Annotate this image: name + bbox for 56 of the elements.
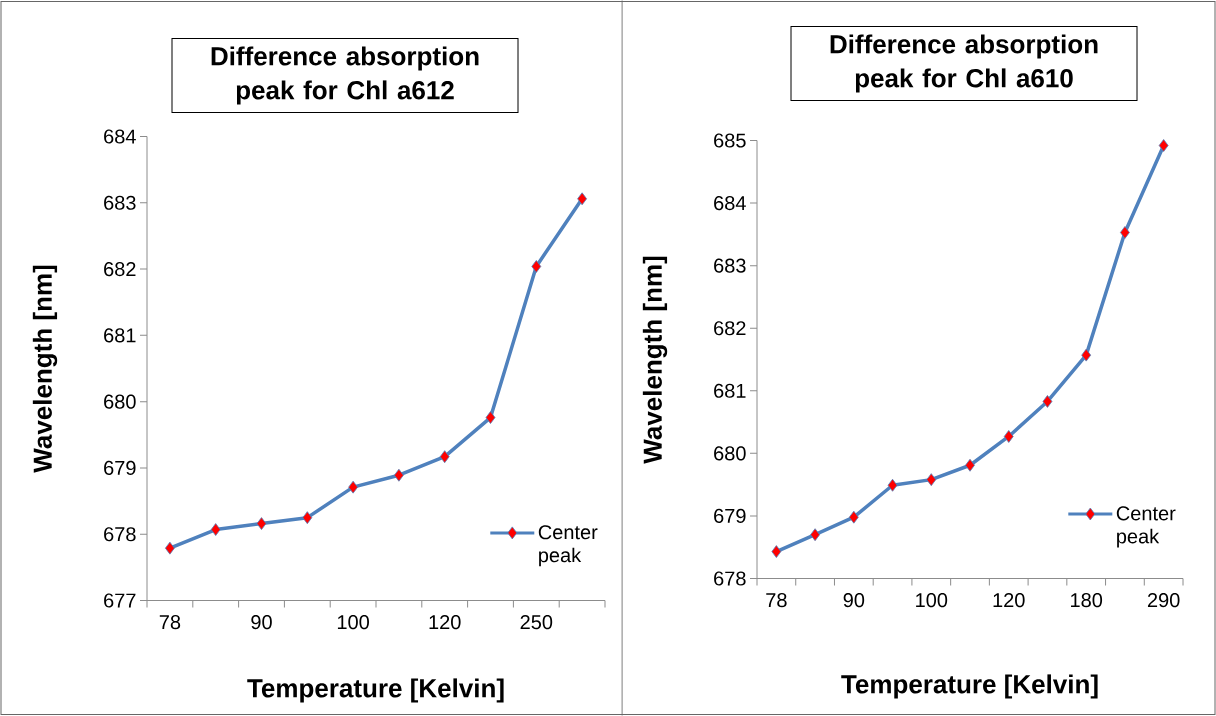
x-tick-label: 90 (251, 615, 272, 630)
point (302, 511, 313, 525)
legend-label: Center peak (1116, 506, 1176, 548)
point (965, 458, 975, 472)
chart-title: Difference absorption peak for Chl a610 (830, 34, 1098, 93)
y-axis-title: Wavelength [nm] (642, 256, 668, 464)
x-tick-label: 100 (916, 593, 948, 608)
point (256, 517, 267, 531)
point (1042, 395, 1053, 408)
point (577, 192, 587, 206)
point (210, 523, 221, 536)
x-tick-label: 78 (159, 615, 181, 630)
y-tick-label: 681 (714, 383, 746, 398)
x-tick-label: 90 (843, 593, 865, 608)
y-axis-title: Wavelength [nm] (32, 265, 58, 473)
x-tick-label: 180 (1071, 593, 1103, 608)
y-tick-label: 679 (104, 460, 136, 475)
y-tick-label: 684 (714, 196, 746, 211)
point (348, 480, 358, 494)
y-tick-label: 681 (104, 328, 136, 343)
y-tick-label: 678 (104, 527, 136, 542)
y-tick-label: 678 (714, 571, 746, 586)
point (1120, 226, 1130, 239)
y-tick-label: 684 (104, 129, 136, 144)
x-tick-label: 290 (1147, 593, 1180, 608)
y-tick-label: 680 (714, 446, 746, 461)
point (165, 541, 175, 555)
y-tick-label: 683 (714, 258, 746, 273)
x-tick-label: 78 (766, 593, 787, 608)
point (1158, 139, 1169, 152)
point (926, 473, 937, 487)
y-tick-label: 683 (104, 195, 136, 210)
chart-title: Difference absorption peak for Chl a612 (211, 46, 479, 105)
x-axis-title: Temperature [Kelvin] (247, 678, 504, 703)
point (887, 478, 898, 492)
x-tick-label: 100 (337, 615, 369, 630)
point (394, 468, 404, 482)
y-tick-label: 682 (714, 321, 746, 336)
y-tick-label: 677 (104, 593, 136, 608)
point (1081, 348, 1092, 362)
y-tick-label: 679 (714, 508, 746, 523)
x-tick-label: 120 (993, 593, 1025, 608)
y-tick-label: 685 (714, 133, 746, 148)
x-axis-title: Temperature [Kelvin] (841, 674, 1098, 699)
point (439, 450, 450, 464)
legend-label: Center peak (538, 525, 598, 567)
point (771, 545, 782, 558)
point (485, 411, 496, 424)
point (1003, 430, 1014, 443)
y-tick-label: 682 (104, 261, 136, 277)
x-tick-label: 120 (429, 615, 461, 630)
y-tick-label: 680 (104, 394, 136, 409)
point (531, 260, 542, 273)
point (810, 528, 820, 542)
x-tick-label: 250 (520, 615, 553, 630)
point (848, 510, 859, 524)
